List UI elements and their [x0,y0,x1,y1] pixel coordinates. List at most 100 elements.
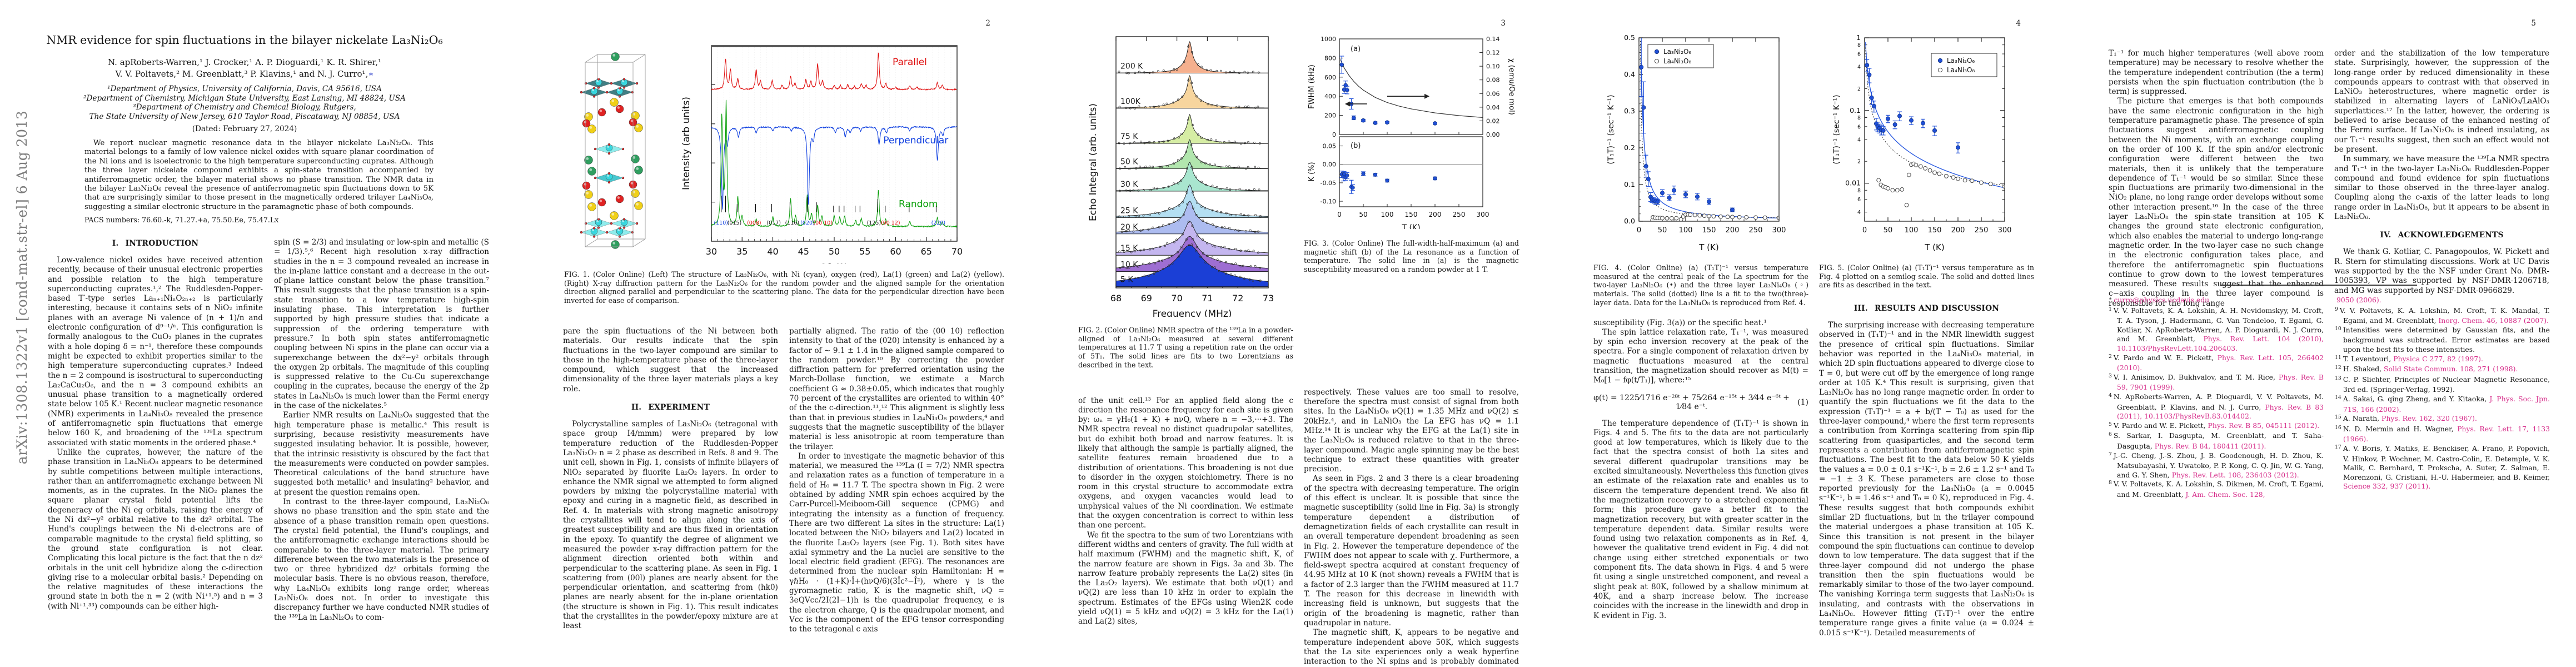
references-column-1: ∗ curro@physics.ucdavis.edu 1 V. V. Poltav… [2109,296,2324,499]
svg-text:1000: 1000 [1321,36,1336,43]
figure5-caption: FIG. 5. (Color Online) (a) (T₁T)⁻¹ versu… [1819,263,2034,290]
figure1-crystal-structure [580,52,646,249]
svg-text:Perpendicular: Perpendicular [883,135,948,146]
svg-text:6: 6 [1857,124,1861,130]
svg-text:0: 0 [1862,226,1867,235]
page5-column-1: T₁⁻¹ for much higher temperatures (well … [2109,49,2324,308]
svg-text:1: 1 [1856,33,1861,42]
svg-text:300: 300 [1772,226,1786,235]
paragraph: The surprising increase with decreasing … [1819,321,2034,638]
svg-text:χ (emu/Oe mol): χ (emu/Oe mol) [1507,58,1516,115]
reference-14: 14 A. Sakai, G. qing Zheng, and Y. Kitaok… [2335,394,2550,414]
paragraph: T₁⁻¹ for much higher temperatures (well … [2109,49,2324,97]
svg-text:0.00: 0.00 [1486,131,1500,138]
svg-text:0.4: 0.4 [1624,70,1635,78]
svg-text:71: 71 [1202,293,1213,303]
svg-text:(015): (015) [728,220,742,226]
reference-7: 7 J.-G. Cheng, J.-S. Zhou, J. B. Goodenou… [2109,451,2324,479]
paragraph: We fit the spectra to the sum of two Lor… [1078,530,1293,626]
pacs-numbers: PACS numbers: 76.60.-k, 71.27.+a, 75.50.… [84,216,279,224]
page-number: 5 [2531,19,2536,28]
reference-email: ∗ curro@physics.ucdavis.edu [2109,296,2210,304]
svg-text:100: 100 [1679,226,1693,235]
page1-column-1: I. INTRODUCTION Low-valence nickel oxide… [48,238,263,659]
page4-column-1: 0.0 0.1 0.2 0.3 0.4 0.5 0 50 100 150 200 250 300 La₃N… [1593,33,1808,621]
svg-text:100: 100 [1905,226,1919,235]
reference-16: 16 N. D. Mermin and H. Wagner, Phys. Rev.… [2335,424,2550,444]
abstract: We report nuclear magnetic resonance dat… [84,139,434,211]
references: ∗ curro@physics.ucdavis.edu 1 V. V. Poltav… [2109,296,2550,499]
svg-text:8: 8 [1857,42,1861,48]
svg-text:0.08: 0.08 [1486,77,1500,84]
svg-text:250: 250 [1975,226,1989,235]
page3-column-2: 0 200 400 600 800 1000 0.00 0.02 0.04 0.06 0.08 0.1… [1304,34,1519,667]
arxiv-watermark: arXiv:1308.1322v1 [cond-mat.str-el] 6 Au… [14,110,30,465]
svg-text:0.1: 0.1 [1850,106,1861,115]
section-heading-results: III. RESULTS AND DISCUSSION [1853,304,2000,313]
svg-text:50: 50 [1658,226,1667,235]
paragraph: of the unit cell.¹³ For an applied field… [1078,396,1293,530]
svg-text:K (%): K (%) [1308,162,1316,181]
svg-text:0.0: 0.0 [1624,217,1635,225]
svg-text:-0.10: -0.10 [1321,198,1336,205]
svg-text:5 K: 5 K [1120,276,1133,285]
reference-4: 4 N. ApRoberts-Warren, A. P. Dioguardi, V… [2109,392,2324,421]
svg-text:La₄Ni₃O₈: La₄Ni₃O₈ [1947,66,1975,74]
svg-text:800: 800 [1324,54,1336,62]
figure4-t1t-chart: 0.0 0.1 0.2 0.3 0.4 0.5 0 50 100 150 200 250 300 La₃N… [1607,33,1786,252]
svg-text:10 K: 10 K [1120,261,1138,270]
reference-13: 13 C. P. Slichter, Principles of Nuclear … [2335,375,2550,394]
svg-text:0.05: 0.05 [1323,143,1337,150]
paragraph: partially aligned. The ratio of the (00 … [789,327,1004,451]
page-number: 2 [985,19,990,28]
footnote-divider [2220,285,2417,286]
svg-text:68: 68 [1110,293,1122,303]
svg-text:0.10: 0.10 [1486,63,1500,70]
svg-text:75 K: 75 K [1120,132,1138,141]
svg-text:Intensity (arb units): Intensity (arb units) [681,97,692,190]
svg-text:(017): (017) [766,220,781,226]
paragraph: order and the stabilization of the low t… [2334,49,2549,154]
paragraph: Low-valence nickel oxides have received … [48,256,263,447]
affiliation-1: ¹Department of Physics, University of Ca… [107,84,382,93]
paragraph: The magnetic shift, K, appears to be neg… [1304,628,1519,667]
svg-text:45: 45 [798,246,809,257]
figure2-nmr-spectra-chart: 68 69 70 71 72 73 200 K 100K 75 K 50 K 30 K 25 K 20 … [1088,36,1274,320]
svg-text:0.14: 0.14 [1486,36,1500,43]
svg-text:(220): (220) [931,220,946,226]
svg-text:0.00: 0.00 [1323,161,1337,168]
references-column-2: 9050 (2006). 9 V. V. Poltavets, K. A. Lok… [2335,296,2550,499]
paragraph: In order to investigate the magnetic beh… [789,451,1004,634]
svg-text:0.5: 0.5 [1624,33,1635,42]
svg-text:0.06: 0.06 [1486,90,1500,97]
affiliation-3: ³Department of Chemistry and Chemical Bi… [133,103,356,112]
svg-text:200 K: 200 K [1120,62,1143,71]
date-line: (Dated: February 27, 2024) [192,125,297,133]
svg-text:50: 50 [1359,211,1367,218]
svg-text:69: 69 [1141,293,1152,303]
svg-text:8: 8 [1857,188,1861,194]
svg-text:(a): (a) [1351,45,1361,53]
paragraph: In contrast to the three-layer compound,… [274,497,489,622]
svg-text:0: 0 [1332,131,1336,138]
svg-text:35: 35 [736,246,748,257]
svg-text:30 K: 30 K [1120,180,1138,189]
paragraph: The picture that emerges is that both co… [2109,97,2324,308]
svg-text:2: 2 [1857,86,1861,92]
reference-9: 9 V. V. Poltavets, K. A. Lokshin, M. Crof… [2335,306,2550,325]
svg-text:T (K): T (K) [1698,242,1718,252]
svg-text:72: 72 [1232,293,1243,303]
paragraph: Unlike the cuprates, however, the nature… [48,447,263,611]
page-4: 4 0.0 0.1 0.2 0.3 0.4 0.5 0 50 100 150 200 250 300 La… [1546,0,2061,667]
section-heading-acknowledgements: IV. ACKNOWLEDGEMENTS [2380,231,2504,240]
paragraph: The spin lattice relaxation rate, T₁⁻¹, … [1593,327,1808,385]
svg-text:200: 200 [1951,226,1965,235]
svg-text:150: 150 [1702,226,1716,235]
equation-body: φ(t) = 1225⁄1716 e⁻²⁸ᵗ + 75⁄264 e⁻¹⁵ᵗ + … [1593,393,1790,411]
reference-1: 1 V. V. Poltavets, K. A. Lokshin, A. H. N… [2109,306,2324,352]
svg-text:0: 0 [1637,226,1641,235]
reference-8-continued: 9050 (2006). [2336,296,2381,304]
reference-3: 3 V. I. Anisimov, D. Bukhvalov, and T. M.… [2109,372,2324,392]
